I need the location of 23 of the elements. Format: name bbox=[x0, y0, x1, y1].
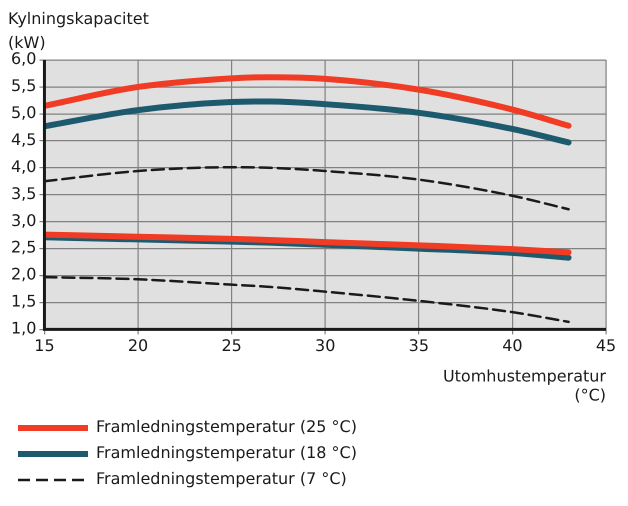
y-tick-label: 5,5 bbox=[10, 76, 36, 96]
y-axis-title: Kylningskapacitet (kW) bbox=[8, 9, 149, 52]
y-tick-label: 1,0 bbox=[10, 318, 36, 338]
x-tick-label: 25 bbox=[221, 336, 242, 356]
x-axis-title: Utomhustemperatur (°C) bbox=[442, 366, 606, 405]
y-tick-label: 2,5 bbox=[10, 238, 36, 257]
y-tick-label: 6,0 bbox=[10, 49, 36, 68]
y-tick-label: 5,0 bbox=[10, 103, 36, 122]
legend-label: Framledningstemperatur (18 °C) bbox=[96, 443, 357, 462]
legend-label: Framledningstemperatur (25 °C) bbox=[96, 417, 357, 436]
y-tick-label: 4,5 bbox=[10, 130, 36, 149]
x-tick-label: 20 bbox=[128, 336, 148, 356]
x-tick-label: 45 bbox=[596, 336, 616, 356]
x-tick-label: 35 bbox=[408, 336, 429, 356]
y-tick-label: 3,0 bbox=[10, 210, 36, 230]
x-tick-label: 15 bbox=[34, 336, 55, 356]
y-tick-label: 1,5 bbox=[10, 292, 36, 311]
y-tick-label: 2,0 bbox=[10, 264, 36, 284]
x-tick-label: 30 bbox=[315, 336, 336, 356]
y-tick-label: 4,0 bbox=[10, 156, 36, 176]
x-tick-label: 40 bbox=[502, 336, 523, 356]
y-tick-label: 3,5 bbox=[10, 184, 36, 203]
legend-label: Framledningstemperatur (7 °C) bbox=[96, 469, 347, 488]
